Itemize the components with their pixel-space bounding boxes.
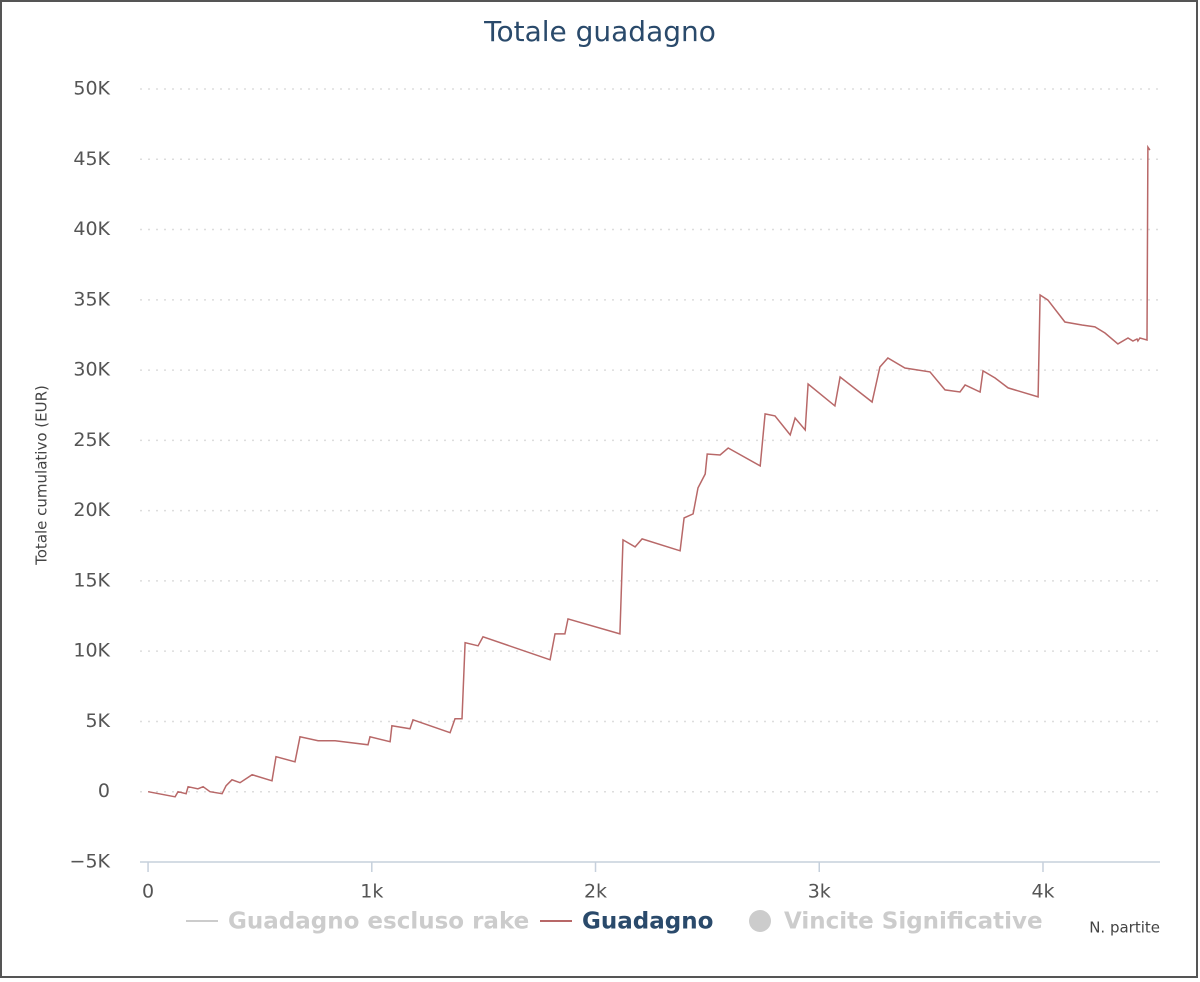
y-tick-label: 45K: [73, 148, 110, 170]
x-tick-label: 4k: [1031, 881, 1054, 903]
y-tick-label: 15K: [73, 569, 110, 591]
y-tick-label: −5K: [70, 851, 111, 873]
data-line: [147, 144, 1151, 798]
y-tick-label: 5K: [85, 710, 110, 732]
legend-symbol: [749, 910, 771, 932]
y-tick-label: 20K: [73, 499, 110, 521]
y-tick-label: 0: [98, 780, 110, 802]
legend-label[interactable]: Guadagno: [582, 909, 713, 935]
legend-label[interactable]: Vincite Significative: [784, 909, 1043, 935]
y-tick-label: 30K: [73, 359, 110, 381]
chart-title: Totale guadagno: [483, 15, 716, 48]
y-tick-label: 25K: [73, 429, 110, 451]
x-tick-label: 1k: [360, 881, 383, 903]
y-tick-label: 35K: [73, 288, 110, 310]
y-tick-label: 10K: [73, 640, 110, 662]
legend-label[interactable]: Guadagno escluso rake: [228, 909, 529, 935]
x-axis-label: N. partite: [1089, 919, 1160, 937]
y-axis-label: Totale cumulativo (EUR): [33, 385, 51, 566]
x-tick-label: 2k: [584, 881, 607, 903]
y-tick-label: 50K: [73, 78, 110, 100]
x-tick-label: 3k: [808, 881, 831, 903]
y-tick-label: 40K: [73, 218, 110, 240]
x-tick-label: 0: [142, 881, 154, 903]
